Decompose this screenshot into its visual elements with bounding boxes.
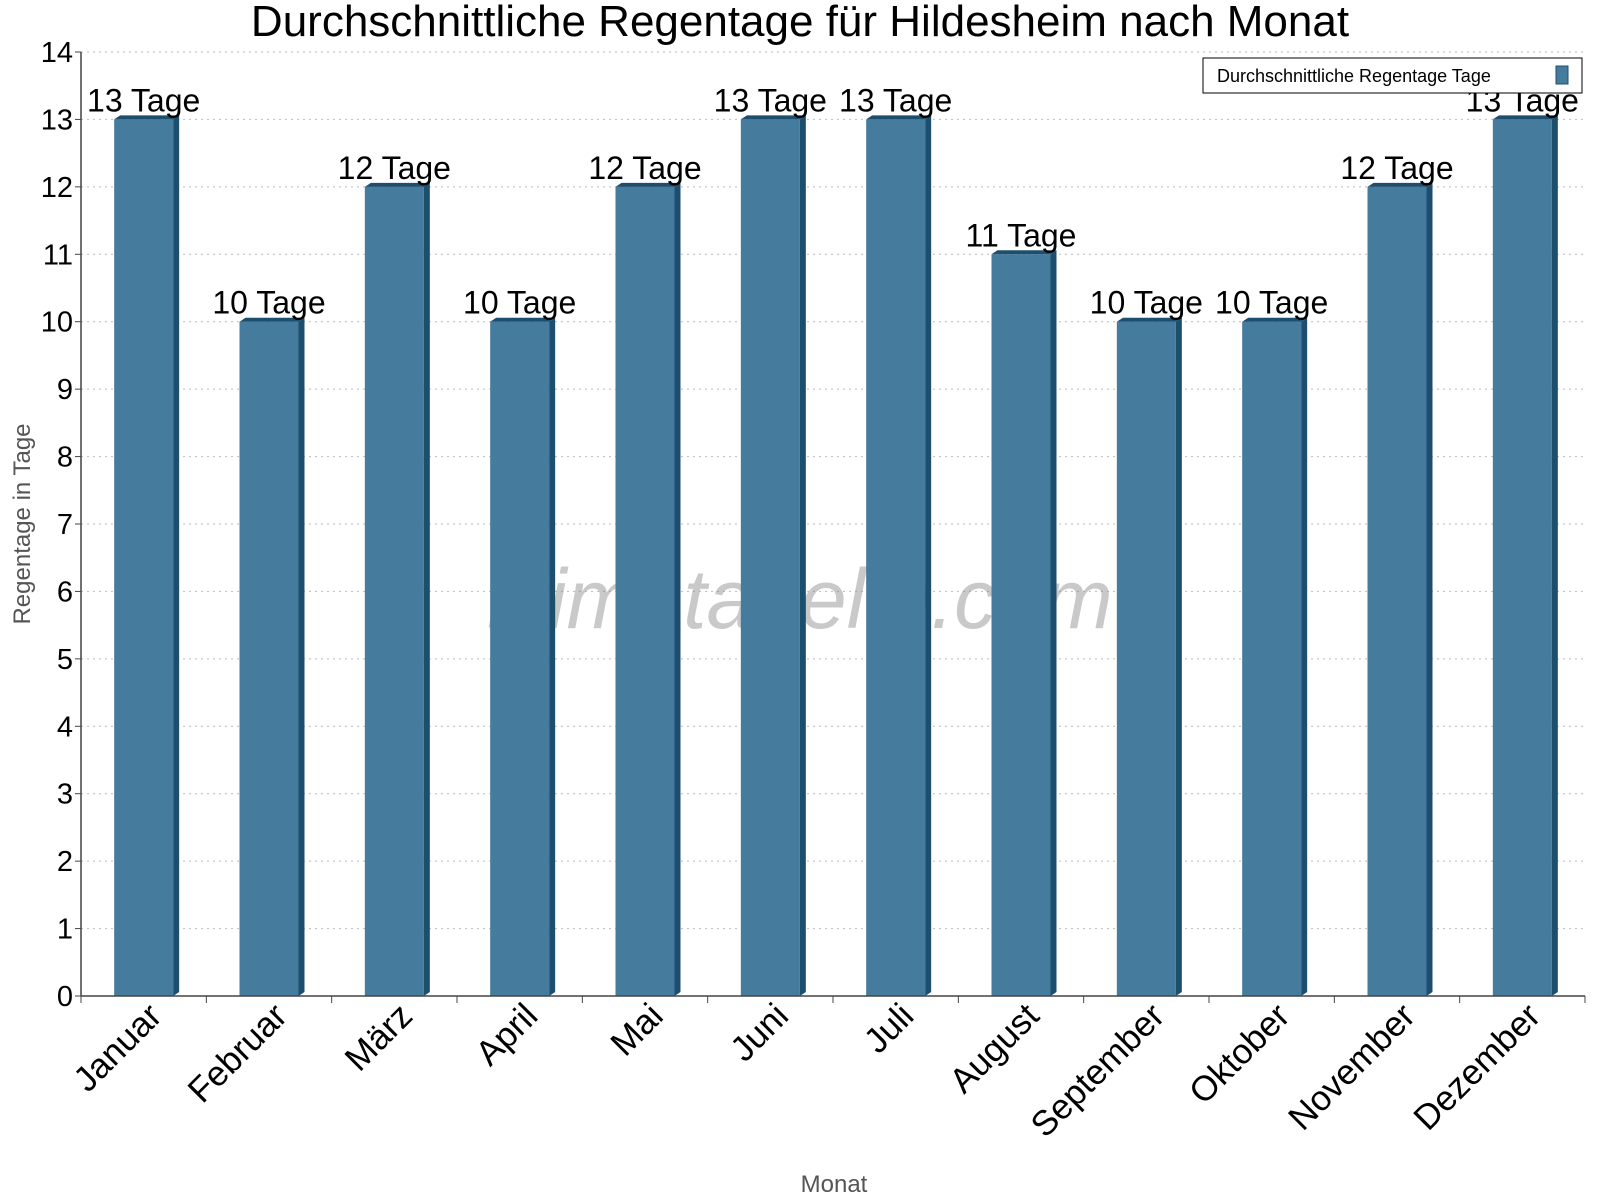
bar-face (991, 254, 1051, 997)
data-label: 12 Tage (1340, 150, 1453, 186)
bar-side (674, 182, 681, 996)
y-tick-label: 5 (57, 644, 73, 676)
bar-side (423, 182, 430, 996)
x-tick-labels: Januar Februar März April Mai Juni Juli AugustS… (66, 996, 1586, 1145)
data-label: 10 Tage (1215, 285, 1328, 321)
bar-face (1242, 321, 1302, 996)
y-tick-label: 10 (41, 307, 73, 339)
y-tick-label: 11 (43, 239, 73, 271)
bar-side (549, 317, 556, 996)
y-tick-label: 1 (57, 914, 73, 946)
y-tick-label: 3 (57, 779, 73, 811)
bar-face (114, 119, 174, 996)
bars (114, 115, 1558, 997)
legend-label: Durchschnittliche Regentage Tage (1217, 66, 1491, 86)
bar-april (490, 317, 556, 996)
bar-side (298, 317, 305, 996)
x-tick-label: November (1281, 996, 1423, 1138)
data-label: 12 Tage (338, 150, 451, 186)
x-tick-label: März (337, 996, 420, 1079)
x-tick-label: Oktober (1182, 996, 1298, 1112)
y-tick-label: 2 (57, 846, 73, 878)
bar-side (1301, 317, 1308, 996)
x-axis-label: Monat (801, 1171, 868, 1198)
bar-top (1116, 317, 1182, 322)
data-label: 12 Tage (588, 150, 701, 186)
x-tick-label: August (942, 996, 1047, 1101)
bar-top (1242, 317, 1308, 322)
bar-juni (740, 115, 806, 996)
data-label: 13 Tage (87, 82, 200, 118)
y-tick-label: 0 (57, 981, 73, 1013)
bar-face (615, 186, 675, 996)
x-tick-label: Februar (180, 996, 294, 1110)
bar-side (1175, 317, 1182, 996)
bar-side (925, 115, 932, 996)
bar-top (239, 317, 305, 322)
bar-side (173, 115, 180, 996)
bar-side (1050, 250, 1057, 997)
bar-märz (364, 182, 430, 996)
bar-juli (866, 115, 932, 996)
y-tick-label: 8 (57, 442, 73, 474)
bar-face (1367, 186, 1427, 996)
y-tick-label: 12 (41, 172, 73, 204)
x-tick-label: Juli (857, 996, 922, 1061)
y-axis-label: Regentage in Tage (9, 423, 36, 624)
bar-top (1367, 182, 1433, 187)
legend-swatch (1555, 65, 1569, 85)
data-label: 13 Tage (714, 82, 827, 118)
x-tick-label: Januar (66, 996, 169, 1099)
bar-top (490, 317, 556, 322)
bar-face (239, 321, 299, 996)
bar-top (114, 115, 180, 120)
bar-face (1492, 119, 1552, 996)
bar-januar (114, 115, 180, 996)
bar-top (991, 250, 1057, 255)
data-label: 10 Tage (212, 285, 325, 321)
bar-november (1367, 182, 1433, 996)
x-tick-label: Mai (603, 996, 670, 1063)
bar-top (740, 115, 806, 120)
legend: Durchschnittliche Regentage Tage (1202, 57, 1583, 94)
x-tick-label: Juni (723, 996, 796, 1069)
bar-face (1116, 321, 1176, 996)
bar-face (490, 321, 550, 996)
y-tick-label: 13 (41, 104, 73, 136)
x-tick-label: April (468, 996, 545, 1073)
data-label: 11 Tage (966, 217, 1077, 253)
bar-oktober (1242, 317, 1308, 996)
bar-side (799, 115, 806, 996)
bar-face (740, 119, 800, 996)
bar-mai (615, 182, 681, 996)
x-tick-label: September (1023, 996, 1172, 1145)
data-label: 10 Tage (463, 285, 576, 321)
y-tick-label: 7 (57, 509, 73, 541)
y-tick-label: 9 (57, 374, 73, 406)
bar-face (364, 186, 424, 996)
bar-top (615, 182, 681, 187)
data-label: 10 Tage (1090, 285, 1203, 321)
y-tick-label: 4 (57, 711, 73, 743)
y-tick-label: 14 (41, 37, 73, 69)
bar-august (991, 250, 1057, 997)
bar-september (1116, 317, 1182, 996)
bar-top (866, 115, 932, 120)
bar-top (1492, 115, 1558, 120)
bar-side (1551, 115, 1558, 996)
legend-box (1202, 57, 1583, 94)
chart-title: Durchschnittliche Regentage für Hildeshe… (251, 0, 1349, 46)
data-label: 13 Tage (839, 82, 952, 118)
x-tick-label: Dezember (1406, 996, 1548, 1138)
bar-dezember (1492, 115, 1558, 996)
bar-face (866, 119, 926, 996)
data-labels: 13 Tage 10 Tage 12 Tage 10 Tage 12 Tage 13 Ta… (87, 82, 1579, 320)
bar-side (1426, 182, 1433, 996)
y-tick-label: 6 (57, 576, 73, 608)
bar-top (364, 182, 430, 187)
bar-februar (239, 317, 305, 996)
